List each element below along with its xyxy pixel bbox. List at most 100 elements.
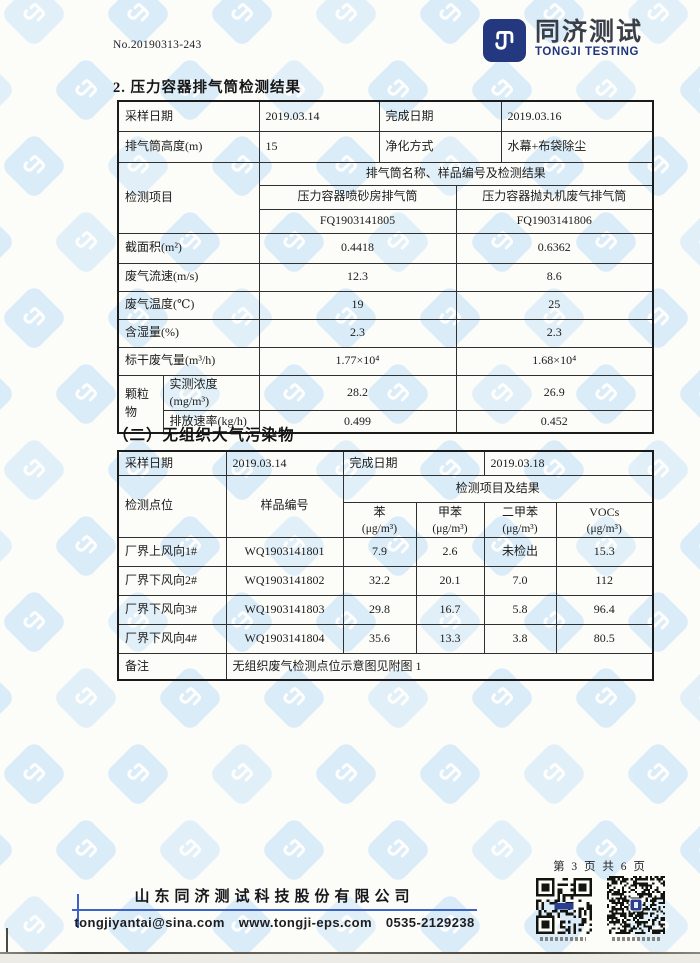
scan-edge-artifact-bottom bbox=[0, 952, 700, 954]
footer-crop-mark bbox=[77, 894, 79, 928]
particulate-group-label: 颗粒物 bbox=[117, 374, 164, 434]
point-label: 检测点位 bbox=[117, 474, 227, 538]
watermark-diamond bbox=[312, 740, 380, 808]
table-row: 排放速率(kg/h) 0.499 0.452 bbox=[118, 410, 654, 434]
value-xylene: 7.0 bbox=[483, 565, 557, 596]
analyte-name: 苯 bbox=[373, 504, 386, 519]
qr-code-left bbox=[536, 878, 594, 934]
finish-date-label: 完成日期 bbox=[378, 100, 502, 132]
watermark-diamond bbox=[364, 816, 432, 884]
watermark-diamond bbox=[260, 56, 328, 124]
watermark-diamond bbox=[0, 0, 68, 48]
row-value-1: 28.2 bbox=[258, 374, 457, 412]
result-header: 检测项目及结果 bbox=[342, 474, 654, 503]
watermark-diamond bbox=[468, 56, 536, 124]
analyte-unit: (μg/m³) bbox=[361, 522, 398, 535]
watermark-diamond bbox=[364, 56, 432, 124]
purify-method-value: 水幕+布袋除尘 bbox=[500, 130, 654, 163]
watermark-diamond bbox=[52, 664, 120, 732]
point-name: 厂界下风向2# bbox=[117, 565, 227, 596]
qr-caption-left bbox=[540, 937, 586, 941]
watermark-diamond bbox=[572, 56, 640, 124]
contact-phone: 0535-2129238 bbox=[385, 915, 475, 930]
watermark-diamond bbox=[52, 816, 120, 884]
row-value-1: 0.499 bbox=[258, 410, 457, 434]
row-value-2: 0.6362 bbox=[455, 232, 654, 264]
analyte-header-benzene: 苯 (μg/m³) bbox=[342, 501, 417, 538]
watermark-diamond bbox=[624, 0, 692, 48]
stack-height-value: 15 bbox=[258, 130, 380, 163]
watermark-diamond bbox=[52, 512, 120, 580]
page-indicator: 第 3 页 共 6 页 bbox=[553, 861, 647, 873]
fugitive-air-table: 采样日期 2019.03.14 完成日期 2019.03.18 检测点位 样品编… bbox=[117, 450, 655, 682]
analyte-name: VOCs bbox=[589, 504, 620, 519]
row-value-2: 2.3 bbox=[455, 318, 654, 348]
sample-id-1: FQ1903141805 bbox=[258, 208, 457, 234]
analyte-header-toluene: 甲苯 (μg/m³) bbox=[415, 501, 485, 538]
analyte-name: 二甲苯 bbox=[502, 504, 539, 519]
section2-title: （二）无组织大气污染物 bbox=[113, 427, 295, 444]
finish-date-value: 2019.03.18 bbox=[483, 450, 654, 476]
watermark-diamond bbox=[208, 740, 276, 808]
qr-code-right bbox=[607, 876, 665, 934]
watermark-diamond bbox=[260, 664, 328, 732]
watermark-diamond bbox=[0, 284, 68, 352]
watermark-diamond bbox=[572, 664, 640, 732]
watermark-diamond bbox=[416, 740, 484, 808]
watermark-diamond bbox=[468, 816, 536, 884]
watermark-diamond bbox=[364, 664, 432, 732]
scan-edge-artifact-left bbox=[6, 928, 8, 954]
scan-edge-paper-gap bbox=[0, 954, 700, 963]
value-toluene: 20.1 bbox=[415, 565, 485, 596]
watermark-diamond bbox=[312, 0, 380, 48]
sample-id-2: FQ1903141806 bbox=[455, 208, 654, 234]
watermark-diamond bbox=[312, 892, 380, 960]
row-value-2: 26.9 bbox=[455, 374, 654, 412]
watermark-diamond bbox=[208, 892, 276, 960]
watermark-diamond bbox=[0, 436, 68, 504]
value-xylene: 3.8 bbox=[483, 623, 557, 654]
value-vocs: 112 bbox=[555, 565, 654, 596]
analyte-unit: (μg/m³) bbox=[502, 522, 538, 535]
finish-date-label: 完成日期 bbox=[342, 450, 485, 476]
sample-date-label: 采样日期 bbox=[117, 450, 227, 476]
table-row: 截面积(m²) 0.4418 0.6362 bbox=[117, 232, 654, 264]
value-vocs: 15.3 bbox=[555, 536, 654, 567]
table-row: 检测点位 样品编号 检测项目及结果 bbox=[117, 474, 654, 538]
test-item-label: 检测项目 bbox=[117, 161, 260, 234]
watermark-diamond bbox=[468, 664, 536, 732]
stack-height-label: 排气筒高度(m) bbox=[117, 130, 260, 163]
contact-website: www.tongji-eps.com bbox=[238, 915, 372, 930]
table-row: 采样日期 2019.03.14 完成日期 2019.03.16 bbox=[117, 100, 654, 132]
table-row: 苯 (μg/m³) 甲苯 (μg/m³) 二甲苯 (μg/m³) VOCs (μ… bbox=[118, 501, 654, 538]
pressure-vessel-table: 采样日期 2019.03.14 完成日期 2019.03.16 排气筒高度(m)… bbox=[117, 100, 655, 434]
table-row: 备注 无组织废气检测点位示意图见附图 1 bbox=[117, 652, 654, 681]
logo-english-name: TONGJI TESTING bbox=[535, 46, 640, 59]
watermark-diamond bbox=[52, 208, 120, 276]
watermark-diamond bbox=[520, 0, 588, 48]
table-row: 颗粒物 实测浓度(mg/m³) 28.2 26.9 bbox=[117, 374, 654, 434]
table-row: 标干废气量(m³/h) 1.77×10⁴ 1.68×10⁴ bbox=[117, 346, 654, 376]
watermark-diamond bbox=[104, 740, 172, 808]
analyte-header-xylene: 二甲苯 (μg/m³) bbox=[483, 501, 557, 538]
company-name: 山东同济测试科技股份有限公司 bbox=[134, 888, 415, 905]
row-label: 含湿量(%) bbox=[117, 318, 260, 348]
row-label: 排放速率(kg/h) bbox=[162, 410, 260, 434]
table-row: FQ1903141805 FQ1903141806 bbox=[118, 208, 654, 234]
row-value-1: 19 bbox=[258, 290, 457, 320]
watermark-diamond bbox=[156, 816, 224, 884]
row-value-1: 2.3 bbox=[258, 318, 457, 348]
purify-method-label: 净化方式 bbox=[378, 130, 502, 163]
watermark-diamond bbox=[156, 664, 224, 732]
table-row: 厂界上风向1# WQ1903141801 7.9 2.6 未检出 15.3 bbox=[117, 536, 654, 567]
row-value-1: 12.3 bbox=[258, 262, 457, 292]
watermark-diamond bbox=[104, 892, 172, 960]
remark-text: 无组织废气检测点位示意图见附图 1 bbox=[225, 652, 654, 681]
sample-no-label: 样品编号 bbox=[225, 474, 344, 538]
analyte-unit: (μg/m³) bbox=[586, 522, 622, 535]
table-row: 厂界下风向2# WQ1903141802 32.2 20.1 7.0 112 bbox=[117, 565, 654, 596]
qr-caption-right bbox=[612, 937, 660, 941]
watermark-diamond bbox=[416, 0, 484, 48]
watermark-diamond bbox=[156, 56, 224, 124]
table-row: 采样日期 2019.03.14 完成日期 2019.03.18 bbox=[117, 450, 654, 476]
